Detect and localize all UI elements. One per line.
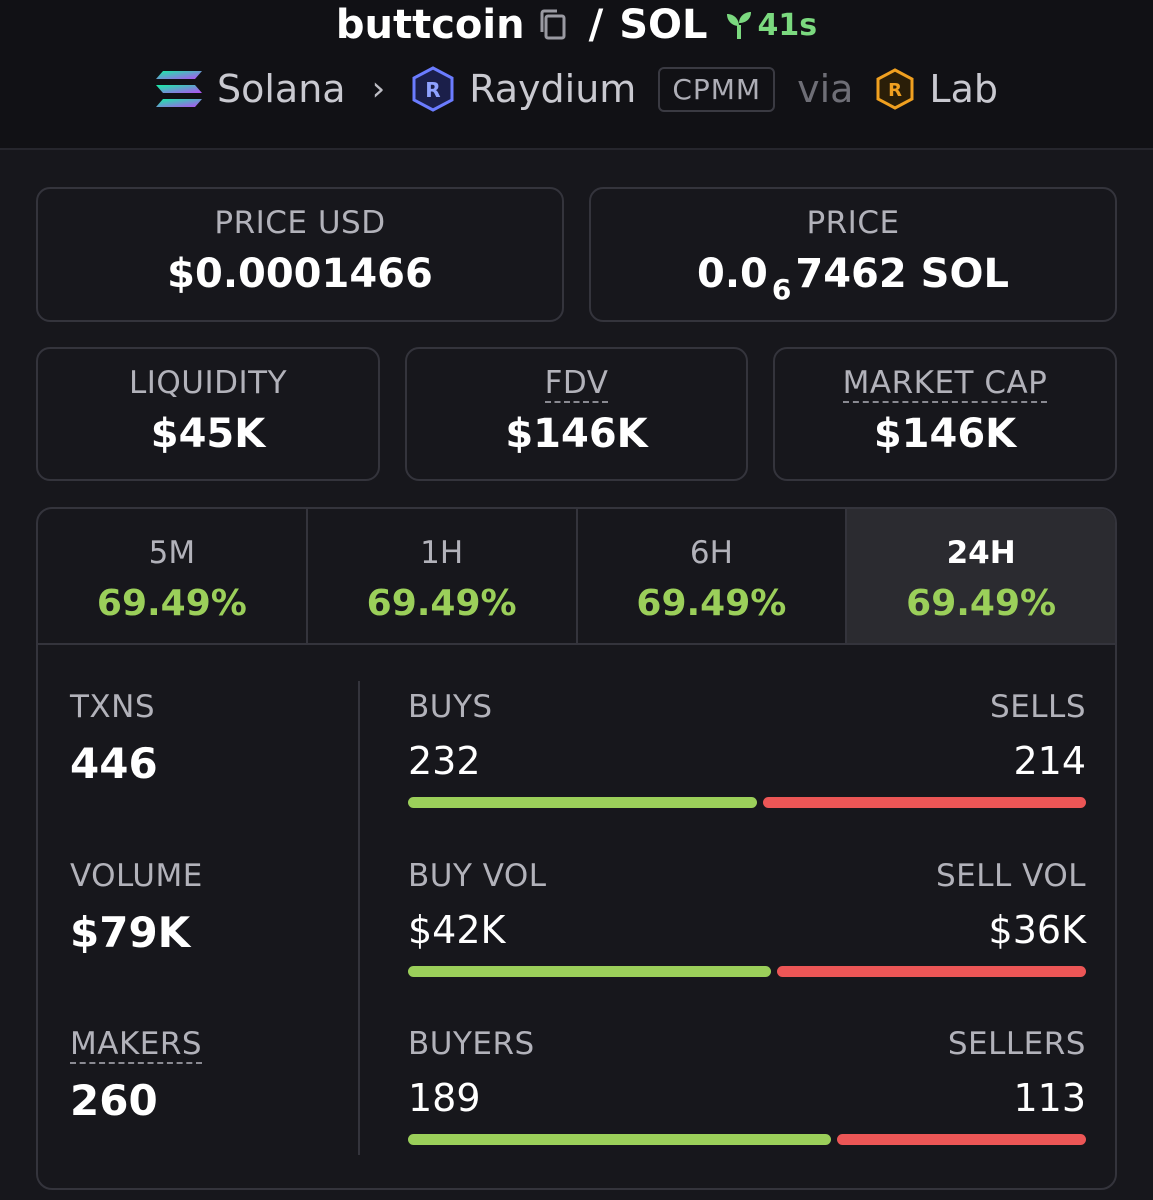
liquidity-card: LIQUIDITY $45K xyxy=(36,347,380,481)
stats-divider xyxy=(358,681,360,1155)
sellers-label: SELLERS xyxy=(947,1026,1086,1062)
age-value: 41s xyxy=(757,7,818,43)
sell-bar xyxy=(763,797,1086,808)
sellers-value: 113 xyxy=(1013,1076,1086,1120)
sell-bar xyxy=(837,1134,1086,1145)
buy-vol-label: BUY VOL xyxy=(408,858,547,894)
launchpad-link[interactable]: Lab xyxy=(929,67,998,111)
svg-text:R: R xyxy=(425,78,440,102)
trading-stats-panel: 5M 69.49% 1H 69.49% 6H 69.49% 24H 69.49%… xyxy=(36,507,1117,1190)
tab-label: 6H xyxy=(689,535,733,571)
buy-bar xyxy=(408,797,757,808)
quote-token: SOL xyxy=(619,2,708,48)
txns-ratio-bar xyxy=(408,797,1086,808)
price-native-digits: 7462 xyxy=(795,251,907,297)
txns-split: BUYS SELLS 232 214 xyxy=(408,689,1086,808)
price-native-prefix: 0.0 xyxy=(697,251,768,297)
volume-split: BUY VOL SELL VOL $42K $36K xyxy=(408,858,1086,977)
volume-ratio-bar xyxy=(408,966,1086,977)
raydium-icon: R xyxy=(411,66,455,112)
timeframe-tabs: 5M 69.49% 1H 69.49% 6H 69.49% 24H 69.49% xyxy=(38,509,1115,645)
copy-icon[interactable] xyxy=(537,8,569,42)
liquidity-value: $45K xyxy=(150,411,266,457)
buys-value: 232 xyxy=(408,739,481,783)
tab-change: 69.49% xyxy=(906,583,1057,624)
txns-label: TXNS xyxy=(70,689,156,725)
price-usd-card: PRICE USD $0.0001466 xyxy=(36,187,564,322)
txns-value: 446 xyxy=(70,739,158,788)
buy-bar xyxy=(408,1134,831,1145)
price-usd-label: PRICE USD xyxy=(214,205,386,241)
price-usd-value: $0.0001466 xyxy=(167,251,433,297)
lab-icon: R xyxy=(875,68,915,110)
buy-vol-value: $42K xyxy=(408,908,506,952)
via-label: via xyxy=(797,67,854,111)
buy-bar xyxy=(408,966,771,977)
price-native-label: PRICE xyxy=(806,205,900,241)
token-name: buttcoin xyxy=(335,2,525,48)
makers-value: 260 xyxy=(70,1076,158,1125)
tab-1h[interactable]: 1H 69.49% xyxy=(308,509,578,643)
fdv-card: FDV $146K xyxy=(405,347,748,481)
chevron-right-icon: › xyxy=(371,69,386,109)
price-native-value: 0.0 6 7462 SOL xyxy=(591,251,1115,306)
sell-bar xyxy=(777,966,1086,977)
sell-vol-value: $36K xyxy=(988,908,1086,952)
buyers-label: BUYERS xyxy=(408,1026,535,1062)
dex-link[interactable]: Raydium xyxy=(469,67,637,111)
pair-separator: / xyxy=(588,2,604,48)
price-native-unit: SOL xyxy=(920,251,1009,297)
fdv-label[interactable]: FDV xyxy=(544,365,609,403)
tab-24h[interactable]: 24H 69.49% xyxy=(847,509,1115,643)
sells-label: SELLS xyxy=(990,689,1086,725)
market-cap-card: MARKET CAP $146K xyxy=(773,347,1117,481)
chain-link[interactable]: Solana xyxy=(216,67,346,111)
market-cap-value: $146K xyxy=(873,411,1017,457)
tab-change: 69.49% xyxy=(96,583,247,624)
tab-change: 69.49% xyxy=(636,583,787,624)
buyers-value: 189 xyxy=(408,1076,481,1120)
svg-text:R: R xyxy=(888,80,902,101)
volume-value: $79K xyxy=(70,908,191,957)
tab-label: 1H xyxy=(420,535,464,571)
price-native-zero-count: 6 xyxy=(771,273,792,306)
market-cap-label[interactable]: MARKET CAP xyxy=(842,365,1048,403)
pair-breadcrumb: Solana › R Raydium CPMM via R Lab xyxy=(0,60,1153,118)
pair-header: buttcoin / SOL 41s xyxy=(0,0,1153,150)
tab-5m[interactable]: 5M 69.49% xyxy=(38,509,308,643)
sell-vol-label: SELL VOL xyxy=(936,858,1086,894)
liquidity-label: LIQUIDITY xyxy=(128,365,288,401)
volume-stat: VOLUME $79K xyxy=(70,858,203,957)
volume-label: VOLUME xyxy=(70,858,203,894)
txns-stat: TXNS 446 xyxy=(70,689,158,788)
tab-label: 24H xyxy=(946,535,1016,571)
fdv-value: $146K xyxy=(505,411,648,457)
tab-6h[interactable]: 6H 69.49% xyxy=(578,509,848,643)
makers-split: BUYERS SELLERS 189 113 xyxy=(408,1026,1086,1145)
sprout-icon xyxy=(726,12,751,39)
price-native-card: PRICE 0.0 6 7462 SOL xyxy=(589,187,1117,322)
pair-age: 41s xyxy=(724,7,818,43)
makers-stat: MAKERS 260 xyxy=(70,1026,203,1125)
solana-icon xyxy=(155,69,203,109)
makers-label[interactable]: MAKERS xyxy=(70,1026,203,1064)
sells-value: 214 xyxy=(1013,739,1086,783)
tab-label: 5M xyxy=(148,535,196,571)
pair-title-row: buttcoin / SOL 41s xyxy=(0,0,1153,50)
tab-change: 69.49% xyxy=(366,583,517,624)
makers-ratio-bar xyxy=(408,1134,1086,1145)
buys-label: BUYS xyxy=(408,689,493,725)
pool-type-badge: CPMM xyxy=(658,66,776,112)
